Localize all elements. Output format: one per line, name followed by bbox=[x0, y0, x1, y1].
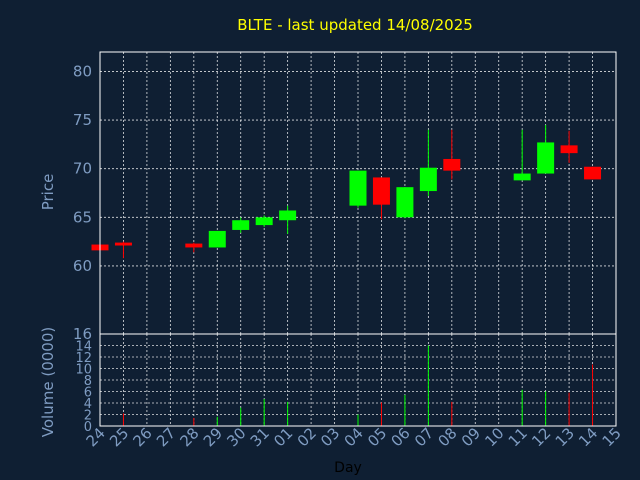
volume-tick-label: 10 bbox=[75, 363, 92, 378]
candle-body bbox=[372, 177, 390, 205]
x-tick-label: 12 bbox=[528, 424, 554, 450]
x-tick-label: 29 bbox=[200, 424, 226, 450]
volume-tick-label: 14 bbox=[75, 340, 92, 355]
x-tick-label: 03 bbox=[317, 424, 343, 450]
candle-body bbox=[396, 187, 414, 218]
price-tick-label: 65 bbox=[73, 208, 92, 226]
x-tick-label: 25 bbox=[106, 424, 132, 450]
volume-tick-label: 6 bbox=[84, 386, 92, 401]
x-tick-label: 30 bbox=[223, 424, 249, 450]
candles bbox=[91, 124, 602, 259]
candle-body bbox=[279, 210, 297, 221]
volume-tick-label: 8 bbox=[84, 374, 92, 389]
x-tick-label: 06 bbox=[388, 424, 414, 450]
candle-body bbox=[443, 158, 461, 171]
candle-body bbox=[584, 166, 602, 180]
x-tick-label: 02 bbox=[294, 424, 320, 450]
x-tick-label: 14 bbox=[575, 424, 601, 450]
volume-tick-label: 2 bbox=[84, 409, 92, 424]
volume-tick-label: 12 bbox=[75, 351, 92, 366]
x-tick-label: 26 bbox=[130, 424, 156, 450]
volume-axis-label: Volume (0000) bbox=[39, 327, 57, 437]
x-tick-label: 28 bbox=[176, 424, 202, 450]
x-tick-label: 01 bbox=[270, 424, 296, 450]
x-tick-label: 07 bbox=[411, 424, 437, 450]
volume-tick-label: 16 bbox=[73, 325, 92, 343]
price-tick-label: 70 bbox=[73, 160, 92, 178]
candle-body bbox=[560, 145, 578, 154]
volume-panel-frame bbox=[99, 333, 617, 427]
chart-title: BLTE - last updated 14/08/2025 bbox=[237, 16, 473, 34]
price-axis-label: Price bbox=[39, 174, 57, 211]
candle-body bbox=[419, 167, 437, 192]
x-tick-label: 08 bbox=[434, 424, 460, 450]
candle-body bbox=[255, 217, 273, 226]
x-tick-label: 15 bbox=[599, 424, 625, 450]
price-tick-label: 80 bbox=[73, 62, 92, 80]
candle-body bbox=[208, 230, 226, 248]
x-tick-label: 04 bbox=[341, 424, 367, 450]
price-tick-label: 60 bbox=[73, 257, 92, 275]
x-tick-label: 11 bbox=[505, 424, 531, 450]
volume-tick-label: 4 bbox=[84, 397, 92, 412]
candle-body bbox=[185, 243, 203, 248]
candle-body bbox=[349, 170, 367, 206]
volume-bars bbox=[99, 345, 594, 426]
x-tick-label: 05 bbox=[364, 424, 390, 450]
volume-grid bbox=[99, 334, 617, 426]
candle-body bbox=[537, 142, 555, 174]
x-tick-label: 10 bbox=[481, 424, 507, 450]
price-tick-labels: 60 65 70 75 80 bbox=[73, 62, 92, 274]
candle-body bbox=[114, 242, 132, 246]
x-tick-labels: 2425262728293031010203040506070809101112… bbox=[83, 424, 625, 450]
x-tick-label: 13 bbox=[552, 424, 578, 450]
x-tick-label: 27 bbox=[153, 424, 179, 450]
x-tick-label: 09 bbox=[458, 424, 484, 450]
price-tick-label: 75 bbox=[73, 111, 92, 129]
candle-body bbox=[513, 173, 531, 181]
volume-tick-label: 0 bbox=[84, 420, 92, 435]
x-axis-label: Day bbox=[334, 460, 362, 476]
x-tick-label: 31 bbox=[247, 424, 273, 450]
candle-body bbox=[232, 220, 250, 230]
